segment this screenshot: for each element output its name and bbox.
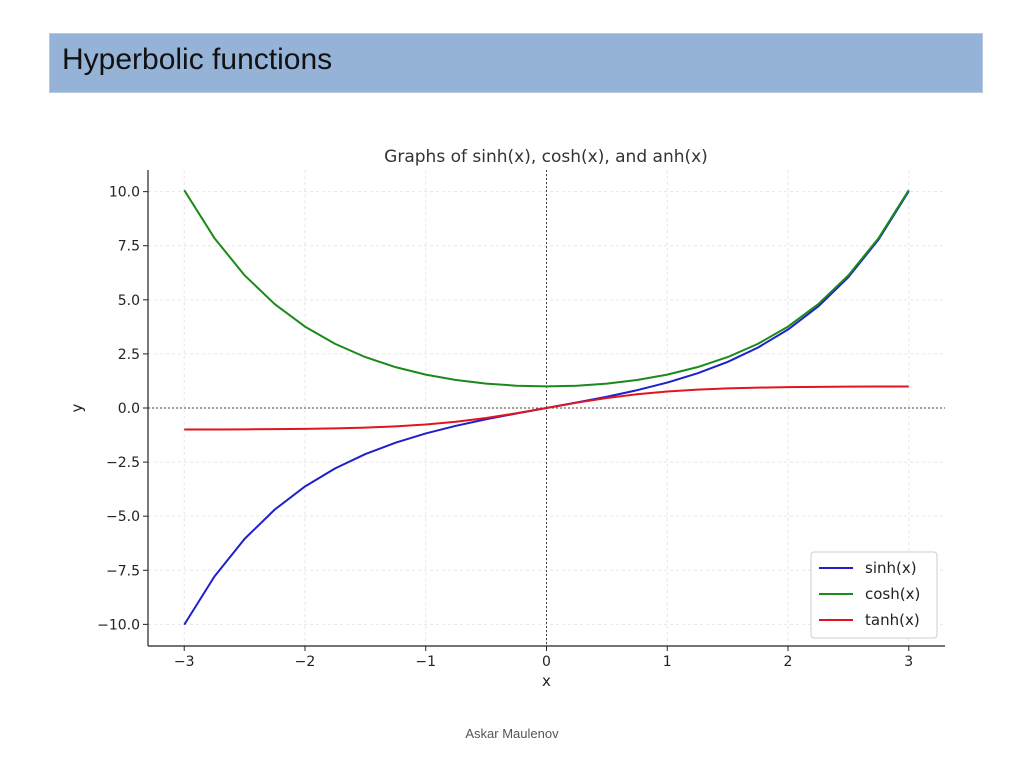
y-tick-label-3: −2.5 bbox=[106, 455, 140, 471]
series-line-1 bbox=[183, 189, 910, 388]
chart-svg: −3 −2 −1 0 1 2 3 −10.0 −7.5 −5.0 −2.5 0.0 2.5 5.0 7.5 1… bbox=[68, 147, 945, 690]
y-tick-label-5: 2.5 bbox=[118, 347, 140, 363]
x-tick-label-3: 0 bbox=[542, 654, 551, 670]
chart-container: −3 −2 −1 0 1 2 3 −10.0 −7.5 −5.0 −2.5 0.0 2.5 5.0 7.5 1… bbox=[0, 130, 1024, 700]
footer-author: Askar Maulenov bbox=[465, 726, 559, 741]
y-tick-label-2: −5.0 bbox=[106, 509, 140, 525]
x-tick-label-6: 3 bbox=[904, 654, 913, 670]
x-tick-label-1: −2 bbox=[295, 654, 316, 670]
legend-label-2: tanh(x) bbox=[865, 611, 920, 629]
y-tick-label-1: −7.5 bbox=[106, 563, 140, 579]
y-axis-label: y bbox=[68, 403, 86, 412]
y-tick-label-6: 5.0 bbox=[118, 293, 140, 309]
series-line-2 bbox=[184, 385, 909, 431]
y-tick-label-8: 10.0 bbox=[109, 185, 140, 201]
chart-title: Graphs of sinh(x), cosh(x), and anh(x) bbox=[384, 147, 708, 167]
slide-title: Hyperbolic functions bbox=[62, 43, 333, 76]
y-tick-label-7: 7.5 bbox=[118, 239, 140, 255]
y-tick-label-0: −10.0 bbox=[97, 617, 140, 633]
x-tick-label-2: −1 bbox=[415, 654, 436, 670]
y-tick-label-4: 0.0 bbox=[118, 401, 140, 417]
legend-label-0: sinh(x) bbox=[865, 559, 917, 577]
x-tick-label-0: −3 bbox=[174, 654, 195, 670]
slide-header: Hyperbolic functions bbox=[49, 33, 983, 93]
x-tick-label-5: 2 bbox=[784, 654, 793, 670]
legend-label-1: cosh(x) bbox=[865, 585, 920, 603]
x-tick-label-4: 1 bbox=[663, 654, 672, 670]
legend-box bbox=[810, 551, 938, 639]
x-axis-label: x bbox=[542, 672, 551, 690]
